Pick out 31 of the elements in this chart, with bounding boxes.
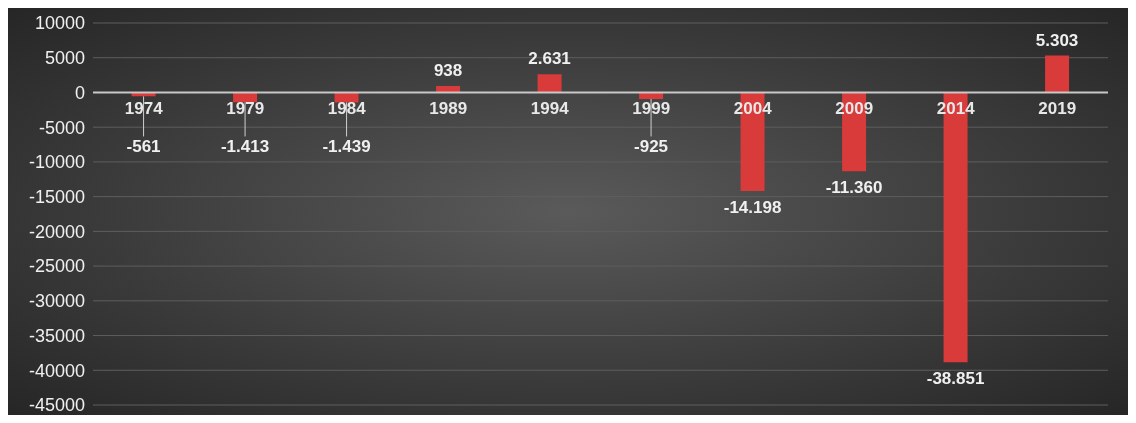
bar	[639, 92, 664, 99]
y-tick-label: -15000	[28, 187, 85, 208]
y-tick-label: -30000	[28, 291, 85, 312]
x-tick-label: 1994	[530, 99, 570, 119]
x-tick-label: 1999	[632, 99, 671, 119]
data-label: -14.198	[723, 198, 782, 218]
y-tick-label: 0	[74, 82, 85, 103]
y-tick-label: -45000	[28, 395, 85, 416]
data-label: -11.360	[825, 178, 883, 198]
bar	[1045, 55, 1070, 93]
y-tick-label: -25000	[28, 256, 85, 277]
bar	[537, 74, 562, 93]
x-tick-label: 1989	[429, 99, 468, 119]
y-tick-label: -10000	[28, 152, 85, 173]
data-label: -561	[126, 137, 161, 157]
data-label: 938	[433, 60, 463, 80]
data-label: -1.413	[220, 137, 270, 157]
y-tick-label: -5000	[38, 117, 85, 138]
y-tick-label: 10000	[34, 13, 85, 34]
data-label: -38.851	[926, 369, 985, 389]
x-tick-label: 1979	[226, 99, 265, 119]
y-tick-label: -35000	[28, 325, 85, 346]
data-label: -925	[634, 137, 669, 157]
data-label: 2.631	[528, 49, 571, 69]
data-label: 5.303	[1035, 30, 1079, 50]
y-tick-label: -40000	[28, 360, 85, 381]
bar	[233, 92, 258, 103]
data-label: -1.439	[322, 137, 371, 157]
y-tick-label: -20000	[28, 221, 85, 242]
x-tick-label: 2019	[1038, 99, 1077, 119]
y-tick-label: 5000	[44, 48, 85, 69]
